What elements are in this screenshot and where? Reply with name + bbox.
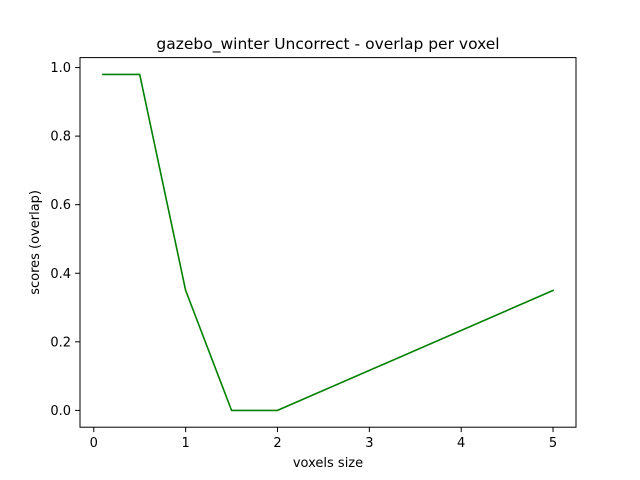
x-tick-label: 3	[365, 436, 373, 451]
x-axis-label: voxels size	[293, 456, 363, 471]
axes-frame	[79, 57, 577, 428]
y-tick-label: 0.0	[50, 404, 71, 419]
y-tick-label: 0.8	[50, 130, 71, 145]
x-tick-label: 4	[457, 436, 465, 451]
x-axis-ticks: 0 1 2 3 4 5	[90, 427, 557, 451]
y-axis-ticks: 0.0 0.2 0.4 0.6 0.8 1.0	[50, 61, 80, 419]
y-tick-label: 0.4	[50, 267, 71, 282]
y-tick-label: 0.2	[50, 335, 71, 350]
x-tick-label: 1	[181, 436, 189, 451]
y-tick-label: 0.6	[50, 198, 71, 213]
y-tick-label: 1.0	[50, 61, 71, 76]
y-axis-label: scores (overlap)	[28, 190, 43, 295]
series-line-0	[102, 73, 555, 412]
plot-area	[102, 73, 555, 412]
x-tick-label: 2	[273, 436, 281, 451]
chart-title: gazebo_winter Uncorrect - overlap per vo…	[156, 35, 499, 54]
x-tick-label: 5	[549, 436, 557, 451]
x-tick-label: 0	[90, 436, 98, 451]
